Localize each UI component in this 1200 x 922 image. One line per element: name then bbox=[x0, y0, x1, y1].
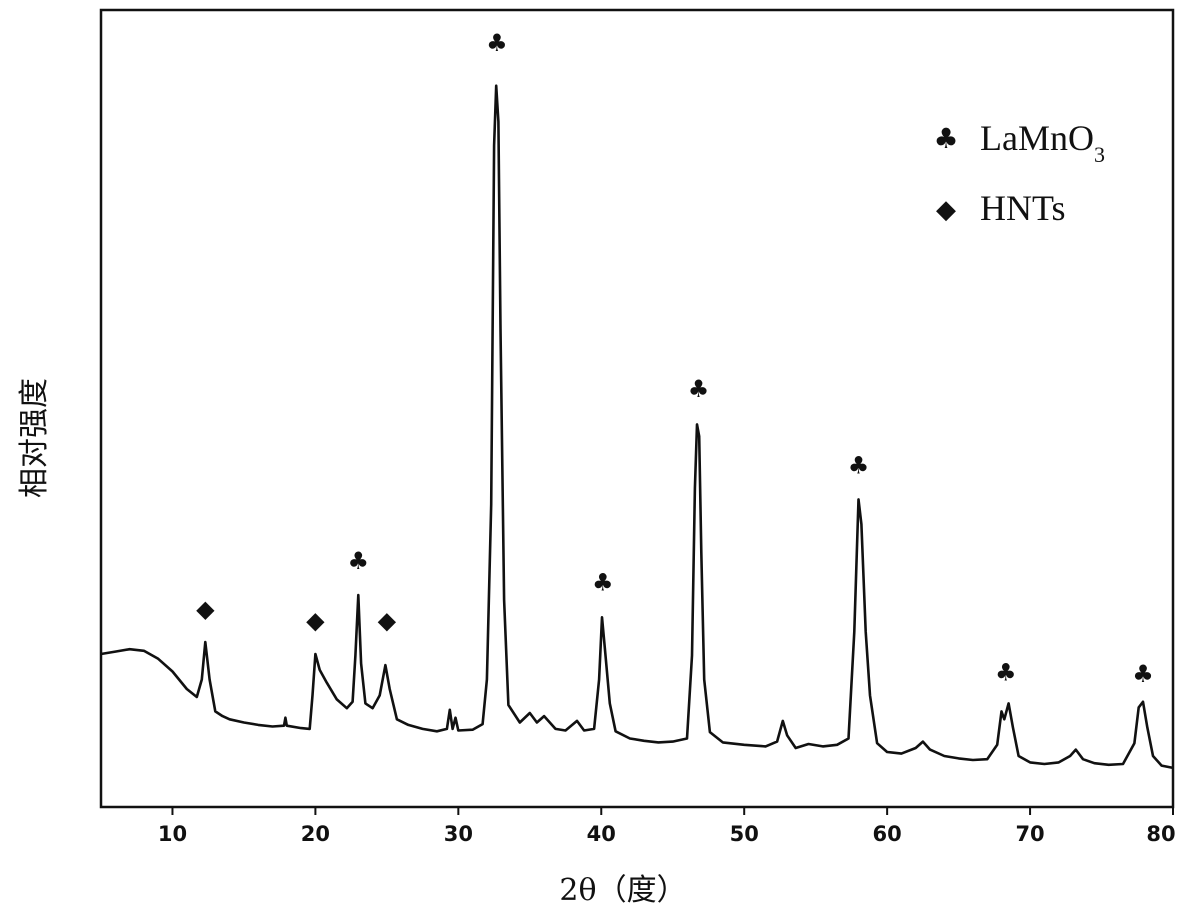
legend-symbol-hnts: ◆ bbox=[936, 195, 956, 225]
legend-label-lamno3-subscript: 3 bbox=[1094, 142, 1105, 167]
lamno3-peak-marker: ♣ bbox=[688, 375, 710, 403]
legend-label-hnts: HNTs bbox=[980, 188, 1065, 228]
x-tick-label: 30 bbox=[444, 822, 473, 846]
hnts-peak-marker: ◆ bbox=[306, 607, 325, 635]
peak-markers: ◆ ◆ ♣ ◆ ♣ ♣ ♣ ♣ ♣ ♣ bbox=[196, 29, 1154, 688]
x-tick-label: 10 bbox=[158, 822, 187, 846]
lamno3-peak-marker: ♣ bbox=[486, 29, 508, 57]
x-tick-label: 50 bbox=[730, 822, 759, 846]
lamno3-peak-marker: ♣ bbox=[1132, 660, 1154, 688]
x-tick-label: 60 bbox=[873, 822, 902, 846]
lamno3-peak-marker: ♣ bbox=[348, 547, 370, 575]
plot-frame bbox=[99, 8, 1175, 809]
series-line bbox=[100, 84, 1174, 770]
legend-label-lamno3-base: LaMnO bbox=[980, 118, 1094, 158]
hnts-peak-marker: ◆ bbox=[378, 607, 397, 635]
x-axis-ticks: 10 20 30 40 50 60 70 80 bbox=[158, 807, 1176, 846]
legend-label-lamno3: LaMnO3 bbox=[980, 118, 1105, 167]
legend: ♣ LaMnO3 ◆ HNTs bbox=[933, 118, 1105, 228]
x-tick-label: 40 bbox=[587, 822, 616, 846]
y-axis-title: 相对强度 bbox=[17, 378, 52, 498]
lamno3-peak-marker: ♣ bbox=[592, 568, 614, 596]
hnts-peak-marker: ◆ bbox=[196, 595, 215, 623]
series-layer bbox=[100, 84, 1174, 770]
lamno3-peak-marker: ♣ bbox=[848, 451, 870, 479]
x-tick-label: 20 bbox=[301, 822, 330, 846]
lamno3-peak-marker: ♣ bbox=[995, 659, 1017, 687]
legend-symbol-lamno3: ♣ bbox=[933, 122, 958, 155]
x-tick-label: 70 bbox=[1015, 822, 1044, 846]
x-axis-title: 2θ（度） bbox=[559, 873, 686, 908]
x-tick-label: 80 bbox=[1146, 822, 1175, 846]
